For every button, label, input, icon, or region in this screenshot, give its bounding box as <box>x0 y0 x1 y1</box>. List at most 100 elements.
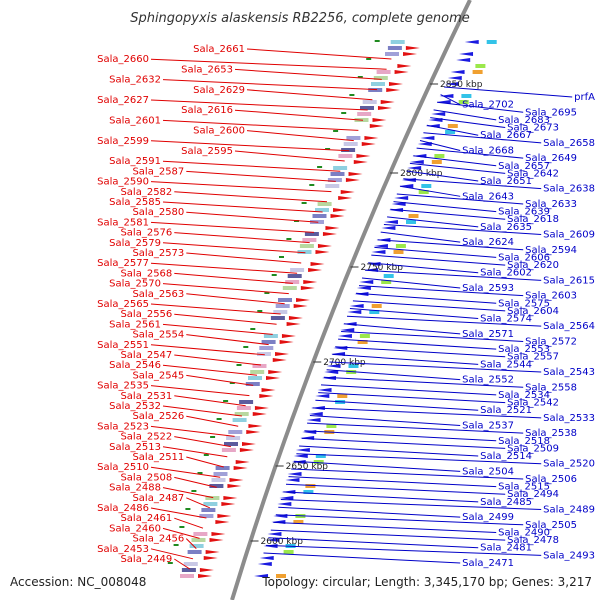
gene-label[interactable]: Sala_2534 <box>498 390 550 401</box>
gene-label[interactable]: Sala_2561 <box>109 319 161 330</box>
gene-label[interactable]: Sala_2505 <box>525 520 577 531</box>
gene-label[interactable]: Sala_2702 <box>462 100 514 111</box>
gene-label[interactable]: Sala_2510 <box>97 462 149 473</box>
gene-label[interactable]: Sala_2658 <box>543 138 595 149</box>
gene-label[interactable]: Sala_2565 <box>97 299 149 310</box>
gene-label[interactable]: Sala_2453 <box>97 544 149 555</box>
gene-label[interactable]: Sala_2538 <box>525 428 577 439</box>
gene-label[interactable]: Sala_2579 <box>109 238 161 249</box>
gene-label[interactable]: Sala_2514 <box>480 451 532 462</box>
gene-label[interactable]: Sala_2532 <box>109 401 161 412</box>
gene-label[interactable]: Sala_2553 <box>498 344 550 355</box>
gene-label[interactable]: Sala_2668 <box>462 146 514 157</box>
gene-label[interactable]: Sala_2575 <box>498 298 550 309</box>
gene-label[interactable]: Sala_2509 <box>507 443 559 454</box>
gene-label[interactable]: Sala_2629 <box>193 85 245 96</box>
gene-label[interactable]: Sala_2449 <box>120 554 172 565</box>
gene-label[interactable]: Sala_2616 <box>181 105 233 116</box>
gene-label[interactable]: Sala_2582 <box>120 187 172 198</box>
gene-label[interactable]: Sala_2627 <box>97 95 149 106</box>
gene-label[interactable]: Sala_2590 <box>97 177 149 188</box>
gene-label[interactable]: Sala_2504 <box>462 466 514 477</box>
gene-label[interactable]: Sala_2594 <box>525 245 577 256</box>
gene-label[interactable]: Sala_2673 <box>507 123 559 134</box>
gene-label[interactable]: Sala_2489 <box>543 505 595 516</box>
gene-label[interactable]: Sala_2518 <box>498 436 550 447</box>
gene-label[interactable]: Sala_2595 <box>181 146 233 157</box>
gene-label[interactable]: Sala_2572 <box>525 337 577 348</box>
gene-label[interactable]: Sala_2657 <box>498 161 550 172</box>
gene-label[interactable]: Sala_2576 <box>120 228 172 239</box>
gene-label[interactable]: Sala_2661 <box>193 44 245 55</box>
gene-label[interactable]: Sala_2574 <box>480 314 532 325</box>
gene-label[interactable]: Sala_2649 <box>525 153 577 164</box>
gene-label[interactable]: Sala_2604 <box>507 306 559 317</box>
gene-label[interactable]: Sala_2511 <box>132 452 184 463</box>
gene-label[interactable]: Sala_2556 <box>120 309 172 320</box>
gene-label[interactable]: Sala_2486 <box>97 503 149 514</box>
gene-label[interactable]: Sala_2639 <box>498 207 550 218</box>
gene-label[interactable]: Sala_2493 <box>543 550 595 561</box>
gene-label[interactable]: Sala_2554 <box>132 330 184 341</box>
gene-label[interactable]: Sala_2542 <box>507 398 559 409</box>
gene-label[interactable]: Sala_2478 <box>507 535 559 546</box>
gene-label[interactable]: Sala_2609 <box>543 230 595 241</box>
gene-label[interactable]: Sala_2570 <box>109 279 161 290</box>
gene-label[interactable]: Sala_2558 <box>525 382 577 393</box>
gene-label[interactable]: Sala_2531 <box>120 391 172 402</box>
gene-label[interactable]: Sala_2585 <box>109 197 161 208</box>
gene-label[interactable]: Sala_2638 <box>543 184 595 195</box>
gene-label[interactable]: Sala_2557 <box>507 352 559 363</box>
gene-label[interactable]: Sala_2487 <box>132 493 184 504</box>
gene-label[interactable]: Sala_2544 <box>480 359 532 370</box>
gene-label[interactable]: Sala_2537 <box>462 421 514 432</box>
gene-label[interactable]: Sala_2461 <box>120 513 172 524</box>
gene-label[interactable]: Sala_2545 <box>132 370 184 381</box>
gene-label[interactable]: Sala_2526 <box>132 411 184 422</box>
gene-label[interactable]: Sala_2591 <box>109 156 161 167</box>
gene-label[interactable]: Sala_2488 <box>109 483 161 494</box>
gene-label[interactable]: Sala_2568 <box>120 268 172 279</box>
gene-label[interactable]: Sala_2513 <box>109 442 161 453</box>
gene-label[interactable]: Sala_2456 <box>132 534 184 545</box>
gene-label[interactable]: Sala_2508 <box>120 472 172 483</box>
gene-label[interactable]: Sala_2552 <box>462 375 514 386</box>
gene-label[interactable]: Sala_2494 <box>507 489 559 500</box>
gene-label[interactable]: Sala_2653 <box>181 64 233 75</box>
gene-label[interactable]: Sala_2499 <box>462 512 514 523</box>
gene-label[interactable]: prfA <box>574 92 595 103</box>
gene-label[interactable]: Sala_2602 <box>480 268 532 279</box>
gene-label[interactable]: Sala_2460 <box>109 523 161 534</box>
gene-label[interactable]: Sala_2573 <box>132 248 184 259</box>
gene-label[interactable]: Sala_2521 <box>480 405 532 416</box>
gene-label[interactable]: Sala_2618 <box>507 214 559 225</box>
gene-label[interactable]: Sala_2599 <box>97 136 149 147</box>
gene-label[interactable]: Sala_2606 <box>498 252 550 263</box>
gene-label[interactable]: Sala_2546 <box>109 360 161 371</box>
gene-label[interactable]: Sala_2481 <box>480 543 532 554</box>
gene-label[interactable]: Sala_2577 <box>97 258 149 269</box>
gene-label[interactable]: Sala_2515 <box>498 482 550 493</box>
gene-label[interactable]: Sala_2601 <box>109 115 161 126</box>
gene-label[interactable]: Sala_2547 <box>120 350 172 361</box>
gene-label[interactable]: Sala_2615 <box>543 275 595 286</box>
gene-label[interactable]: Sala_2603 <box>525 291 577 302</box>
gene-label[interactable]: Sala_2635 <box>480 222 532 233</box>
gene-label[interactable]: Sala_2551 <box>97 340 149 351</box>
gene-label[interactable]: Sala_2580 <box>132 207 184 218</box>
gene-label[interactable]: Sala_2471 <box>462 558 514 569</box>
gene-label[interactable]: Sala_2533 <box>543 413 595 424</box>
gene-label[interactable]: Sala_2600 <box>193 126 245 137</box>
gene-label[interactable]: Sala_2695 <box>525 107 577 118</box>
gene-label[interactable]: Sala_2490 <box>498 527 550 538</box>
gene-label[interactable]: Sala_2624 <box>462 237 514 248</box>
gene-label[interactable]: Sala_2506 <box>525 474 577 485</box>
gene-label[interactable]: Sala_2563 <box>132 289 184 300</box>
gene-label[interactable]: Sala_2581 <box>97 217 149 228</box>
gene-label[interactable]: Sala_2667 <box>480 130 532 141</box>
gene-label[interactable]: Sala_2587 <box>132 166 184 177</box>
gene-label[interactable]: Sala_2620 <box>507 260 559 271</box>
gene-label[interactable]: Sala_2543 <box>543 367 595 378</box>
gene-label[interactable]: Sala_2535 <box>97 381 149 392</box>
gene-label[interactable]: Sala_2520 <box>543 459 595 470</box>
